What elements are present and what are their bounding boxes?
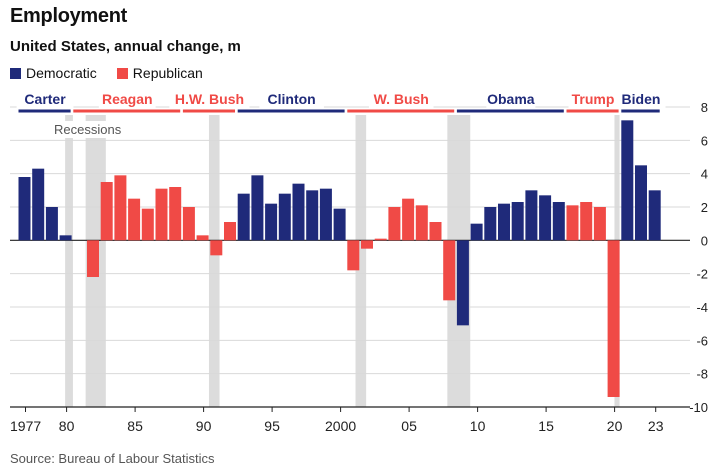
bar-1983 (100, 182, 113, 241)
bar-1989 (182, 207, 195, 241)
y-tick-label: -4 (696, 300, 708, 315)
president-label-bg (368, 91, 434, 109)
y-tick-label: 8 (701, 100, 708, 115)
legend-label-republican: Republican (132, 65, 203, 81)
y-tick-label: -6 (696, 333, 708, 348)
x-tick-label: 15 (538, 418, 554, 434)
x-tick-label: 23 (648, 418, 664, 434)
president-label-trump: Trump (572, 91, 615, 107)
president-label-w--bush: W. Bush (374, 91, 429, 107)
president-label-bg (616, 91, 666, 109)
y-tick-label: 2 (701, 200, 708, 215)
bar-1993 (237, 193, 250, 241)
bar-2006 (415, 205, 428, 241)
x-tick-label: 10 (470, 418, 486, 434)
bar-2016 (552, 202, 565, 241)
bar-2015 (539, 195, 552, 241)
bar-2022 (635, 165, 647, 241)
bar-1984 (114, 175, 127, 241)
bar-2001 (347, 240, 360, 271)
president-label-bg (16, 91, 74, 109)
president-label-reagan: Reagan (102, 91, 153, 107)
legend-item-democratic: Democratic (10, 65, 97, 81)
y-tick-label: -10 (689, 400, 708, 415)
bar-2009 (456, 240, 469, 326)
bar-2005 (402, 198, 415, 241)
x-tick-label: 85 (127, 418, 143, 434)
bar-1988 (169, 187, 182, 241)
bar-2000 (333, 208, 346, 241)
x-tick-label: 05 (401, 418, 417, 434)
bar-1987 (155, 188, 168, 241)
bar-2017 (566, 205, 579, 241)
bar-1979 (45, 207, 58, 241)
y-tick-label: -2 (696, 267, 708, 282)
y-tick-label: -8 (696, 367, 708, 382)
president-label-bg (98, 91, 156, 109)
bar-2012 (498, 203, 510, 241)
legend-item-republican: Republican (116, 65, 203, 81)
bar-2003 (374, 238, 387, 241)
bar-2023 (648, 190, 661, 241)
chart-title: Employment (10, 5, 128, 27)
bar-2007 (429, 222, 442, 241)
president-label-bg (568, 91, 618, 109)
bar-1995 (265, 203, 278, 241)
legend-label-democratic: Democratic (26, 65, 97, 81)
president-label-bg (259, 91, 324, 109)
bar-2002 (361, 240, 373, 249)
recession-band-3 (208, 115, 220, 407)
bar-1977 (18, 177, 31, 241)
president-label-carter: Carter (24, 91, 66, 107)
president-label-h-w--bush: H.W. Bush (175, 91, 244, 107)
bar-1991 (210, 240, 223, 256)
president-label-bg (486, 91, 536, 109)
legend-swatch-democratic (10, 67, 21, 79)
x-tick-label: 1977 (10, 418, 41, 434)
bar-2014 (525, 190, 538, 241)
president-label-obama: Obama (487, 91, 535, 107)
president-label-biden: Biden (622, 91, 661, 107)
bar-1998 (306, 190, 319, 241)
y-tick-label: 4 (701, 167, 708, 182)
source-note: Source: Bureau of Labour Statistics (10, 451, 215, 466)
legend: Democratic Republican (10, 65, 223, 81)
x-tick-label: 95 (264, 418, 280, 434)
bar-2020 (607, 240, 620, 397)
bar-2008 (443, 240, 456, 301)
recession-band-4 (355, 115, 367, 407)
bar-2004 (388, 207, 401, 241)
bar-1990 (196, 235, 209, 241)
bar-1985 (128, 198, 141, 241)
bar-2010 (470, 223, 483, 241)
bar-1997 (292, 183, 305, 241)
bar-2019 (593, 207, 606, 241)
bar-1999 (319, 188, 332, 241)
x-tick-label: 80 (59, 418, 75, 434)
bar-1982 (87, 240, 99, 277)
x-tick-label: 20 (607, 418, 623, 434)
bar-1986 (141, 208, 154, 241)
bar-2013 (511, 202, 524, 241)
bar-1978 (32, 168, 45, 241)
bar-2011 (484, 207, 497, 241)
x-tick-label: 2000 (325, 418, 356, 434)
chart-subtitle: United States, annual change, m (10, 38, 241, 55)
bar-1996 (278, 193, 291, 241)
recessions-label: Recessions (54, 122, 122, 137)
y-tick-label: 0 (701, 233, 708, 248)
bar-1980 (59, 235, 72, 241)
legend-swatch-republican (116, 67, 128, 79)
recession-band-1 (65, 115, 73, 407)
recessions-label-bg (50, 121, 122, 138)
bar-1994 (251, 175, 264, 241)
president-label-clinton: Clinton (268, 91, 316, 107)
bar-2021 (621, 120, 634, 241)
president-label-bg (169, 91, 250, 109)
bar-1992 (224, 222, 236, 241)
bar-2018 (580, 202, 593, 241)
x-tick-label: 90 (196, 418, 212, 434)
y-tick-label: 6 (701, 133, 708, 148)
